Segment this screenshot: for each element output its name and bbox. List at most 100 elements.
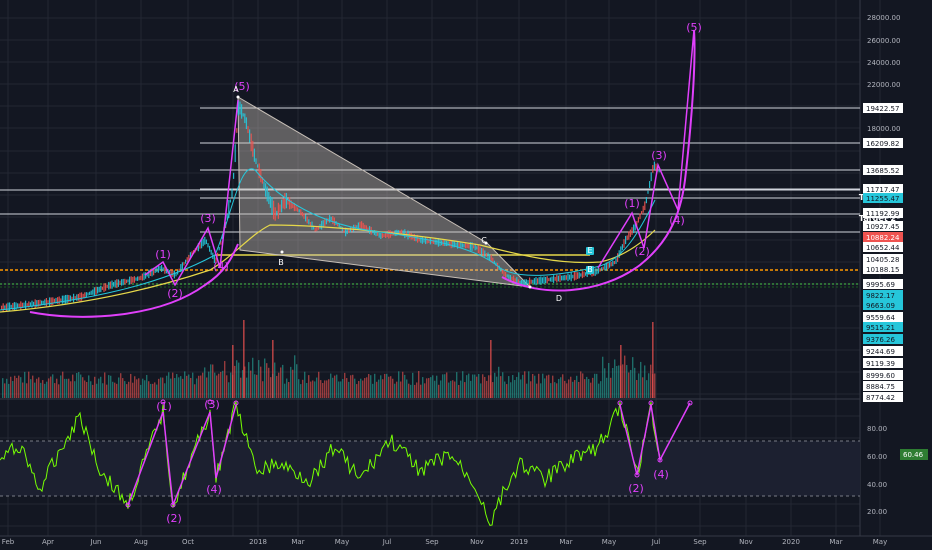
candle: [255, 158, 257, 165]
price-tag: 11192.99: [866, 210, 899, 218]
volume-bar: [298, 379, 300, 398]
candle: [173, 270, 175, 279]
candle: [274, 207, 276, 221]
candle: [597, 267, 599, 274]
wave-label: (3): [651, 149, 667, 162]
candle: [303, 213, 305, 219]
candle: [458, 242, 460, 248]
candle: [567, 273, 569, 282]
candle: [572, 274, 574, 279]
candle: [28, 301, 30, 308]
volume-bar: [608, 362, 610, 398]
candle: [509, 275, 511, 281]
pattern-label: B: [278, 258, 284, 267]
volume-bar: [230, 372, 232, 398]
volume-bar: [64, 378, 66, 398]
rsi-line: [0, 400, 661, 526]
rsi-wave-2017: [127, 404, 237, 506]
volume-bar: [72, 374, 74, 398]
volume-bar: [290, 366, 292, 398]
volume-bar: [150, 383, 152, 398]
price-tag: 10652.44: [866, 244, 900, 252]
candle: [639, 213, 641, 220]
candle: [626, 235, 628, 241]
volume-bar: [578, 381, 580, 398]
candle: [268, 191, 270, 205]
rsi-pivot: [170, 502, 176, 508]
marker-letter: B: [587, 265, 593, 274]
wave-label: (4): [669, 214, 685, 227]
candle: [482, 248, 484, 257]
candle: [127, 279, 129, 283]
volume-bar: [146, 374, 148, 398]
volume-bar: [396, 381, 398, 398]
price-tag-bg: [863, 279, 903, 289]
candle: [569, 274, 571, 280]
candle: [581, 271, 583, 279]
candle: [20, 301, 22, 310]
price-tag: 11255.47: [866, 195, 899, 203]
volume-bar: [174, 378, 176, 398]
volume-bar: [62, 371, 64, 398]
volume-bar: [106, 384, 108, 398]
price-tag-bg: [863, 300, 903, 310]
candle: [543, 276, 545, 284]
candle: [404, 229, 406, 239]
candle: [293, 202, 295, 212]
candle: [613, 261, 615, 265]
candle: [245, 117, 247, 130]
volume-bar: [606, 377, 608, 398]
candle: [325, 218, 327, 225]
candle: [417, 234, 419, 243]
candle: [74, 296, 76, 300]
volume-bar: [48, 378, 50, 398]
volume-bar: [464, 382, 466, 398]
volume-bar: [160, 377, 162, 398]
volume-bar: [510, 382, 512, 398]
volume-bar: [526, 383, 528, 398]
candle: [161, 264, 163, 272]
volume-bar: [104, 372, 106, 398]
candle: [218, 247, 220, 251]
volume-bar: [216, 375, 218, 398]
date-label: Mar: [829, 538, 842, 546]
candle: [535, 277, 537, 286]
candle: [234, 144, 236, 163]
candle: [514, 278, 516, 282]
volume-bar: [176, 373, 178, 398]
volume-bar: [318, 371, 320, 398]
volume-bar: [406, 379, 408, 398]
candle: [279, 204, 281, 213]
candle: [468, 243, 470, 249]
candle: [137, 276, 139, 281]
candle: [244, 113, 246, 124]
volume-bar: [12, 381, 14, 398]
candle: [474, 243, 476, 251]
wave-label: (4): [653, 468, 669, 481]
volume-bar: [158, 378, 160, 398]
volume-bar: [494, 372, 496, 398]
volume-bar: [454, 381, 456, 398]
volume-bar: [648, 373, 650, 398]
candle: [508, 274, 510, 279]
candle: [306, 216, 308, 224]
volume-bar: [186, 375, 188, 398]
candle: [477, 245, 479, 253]
volume-bar: [420, 384, 422, 398]
volume-bar: [148, 381, 150, 398]
volume-bar: [268, 367, 270, 398]
volume-bar: [630, 369, 632, 398]
volume-bar: [460, 380, 462, 398]
candle: [332, 215, 334, 225]
date-label: Sep: [425, 538, 439, 546]
candle: [388, 230, 390, 239]
volume-bar: [76, 372, 78, 398]
volume-bar: [444, 374, 446, 398]
rsi-axis-label: 40.00: [867, 481, 887, 489]
volume-bar: [30, 379, 32, 398]
candle: [141, 273, 143, 281]
candle: [492, 257, 494, 264]
volume-bar: [498, 366, 500, 398]
